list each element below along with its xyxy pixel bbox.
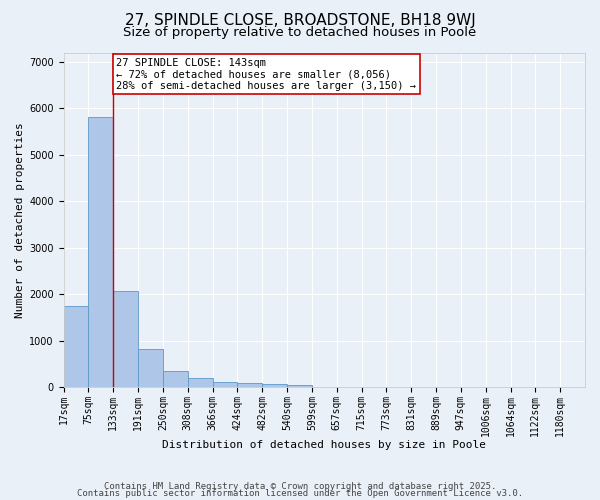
- Text: 27 SPINDLE CLOSE: 143sqm
← 72% of detached houses are smaller (8,056)
28% of sem: 27 SPINDLE CLOSE: 143sqm ← 72% of detach…: [116, 58, 416, 90]
- Bar: [163, 371, 188, 387]
- Y-axis label: Number of detached properties: Number of detached properties: [15, 122, 25, 318]
- Text: 27, SPINDLE CLOSE, BROADSTONE, BH18 9WJ: 27, SPINDLE CLOSE, BROADSTONE, BH18 9WJ: [125, 12, 475, 28]
- Bar: [113, 292, 138, 387]
- Bar: [188, 378, 212, 387]
- X-axis label: Distribution of detached houses by size in Poole: Distribution of detached houses by size …: [162, 440, 486, 450]
- Text: Contains HM Land Registry data © Crown copyright and database right 2025.: Contains HM Land Registry data © Crown c…: [104, 482, 496, 491]
- Bar: [212, 382, 238, 387]
- Bar: [88, 116, 113, 387]
- Bar: [138, 349, 163, 387]
- Bar: [238, 383, 262, 387]
- Text: Size of property relative to detached houses in Poole: Size of property relative to detached ho…: [124, 26, 476, 39]
- Bar: [64, 306, 88, 387]
- Text: Contains public sector information licensed under the Open Government Licence v3: Contains public sector information licen…: [77, 490, 523, 498]
- Bar: [287, 386, 312, 387]
- Bar: [262, 384, 287, 387]
